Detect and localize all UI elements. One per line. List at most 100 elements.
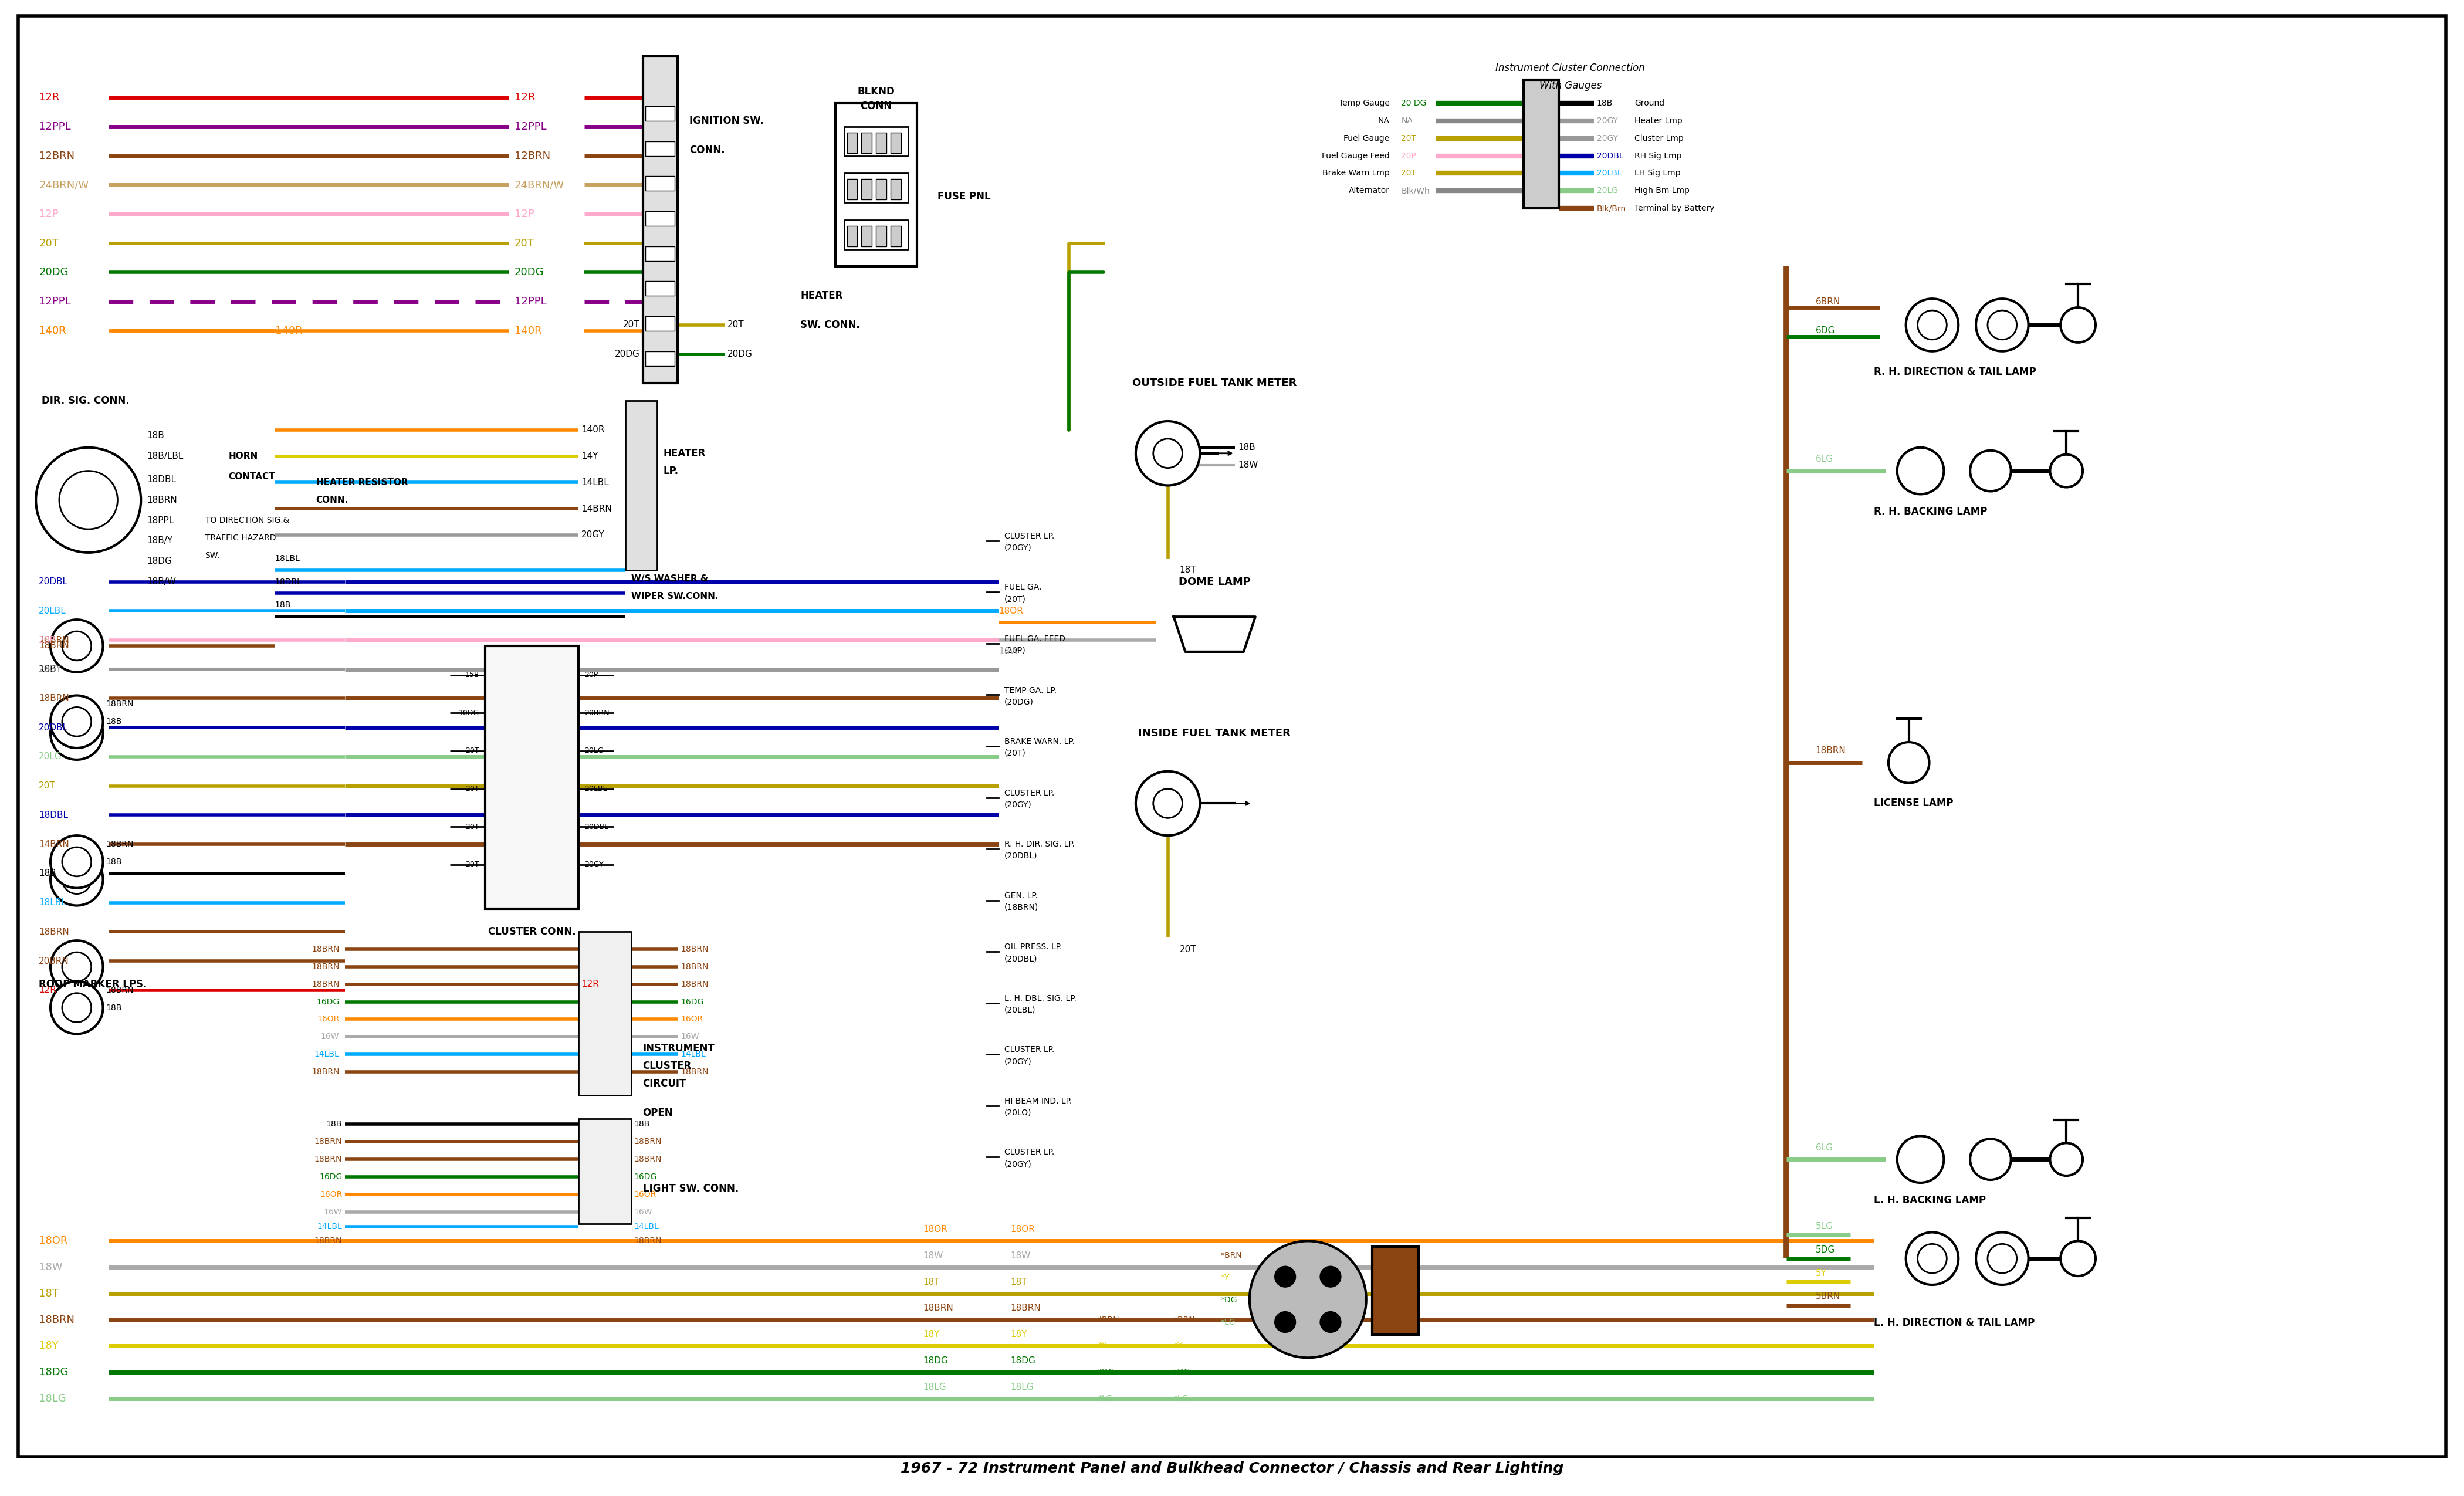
Text: 18BRN: 18BRN [633,1155,663,1164]
Circle shape [2060,1242,2094,1276]
Circle shape [62,865,91,895]
Circle shape [1274,1266,1296,1287]
Text: 20DG: 20DG [614,350,641,359]
Text: 20P: 20P [39,636,57,645]
Text: 20LG: 20LG [584,747,604,754]
Text: High Bm Lmp: High Bm Lmp [1634,187,1690,194]
Text: DIR. SIG. CONN.: DIR. SIG. CONN. [42,395,131,405]
Text: (20DG): (20DG) [1005,697,1035,706]
Text: 20T: 20T [39,238,59,248]
Circle shape [1321,1266,1340,1287]
Circle shape [1274,1312,1296,1333]
Circle shape [49,619,103,672]
Text: 18BRN: 18BRN [1816,747,1846,755]
Text: 5DG: 5DG [1816,1245,1836,1254]
Text: 20DBL: 20DBL [584,823,609,830]
Text: 20LBL: 20LBL [584,785,606,793]
Circle shape [1153,438,1183,468]
Bar [845,174,909,202]
Text: 18DG: 18DG [1010,1357,1035,1364]
Bar [877,226,887,247]
Text: 14BRN: 14BRN [39,839,69,848]
Text: 18LBL: 18LBL [39,898,67,907]
Circle shape [49,941,103,993]
Text: 18B: 18B [633,1121,650,1128]
Circle shape [1917,1245,1947,1273]
Text: 18LG: 18LG [39,1393,67,1403]
Text: 18B: 18B [325,1121,342,1128]
Text: 18W: 18W [39,1263,62,1273]
Bar [626,401,658,570]
Text: *LG: *LG [1220,1318,1234,1327]
Text: 18BRN: 18BRN [39,928,69,936]
Text: 140R: 140R [582,425,604,434]
Text: CONN.: CONN. [315,495,347,504]
Text: 18B: 18B [276,601,291,609]
Text: 18DBL: 18DBL [148,476,175,485]
Text: 16DG: 16DG [680,998,705,1005]
Text: 14LBL: 14LBL [318,1222,342,1231]
Text: TRAFFIC HAZARD: TRAFFIC HAZARD [205,534,276,542]
Text: CONN: CONN [860,100,892,112]
Circle shape [59,471,118,530]
Text: 20LG: 20LG [1597,187,1619,194]
Text: 16OR: 16OR [320,1191,342,1198]
Text: 18BRN: 18BRN [310,963,340,971]
Text: RH Sig Lmp: RH Sig Lmp [1634,151,1683,160]
Text: OPEN: OPEN [643,1107,673,1118]
Text: 15B: 15B [466,672,480,679]
Text: 20DBL: 20DBL [39,723,69,732]
Bar [646,316,675,331]
Text: 20BRN: 20BRN [39,956,69,965]
Text: L. H. BACKING LAMP: L. H. BACKING LAMP [1873,1195,1986,1206]
Text: 14LBL: 14LBL [582,479,609,486]
Circle shape [1971,1138,2011,1180]
Circle shape [49,696,103,748]
Text: 5LG: 5LG [1816,1222,1833,1231]
Text: 10DG: 10DG [458,709,480,717]
Text: (20GY): (20GY) [1005,1159,1032,1168]
Text: *BRN: *BRN [1099,1315,1119,1324]
Bar [1523,79,1560,208]
Circle shape [1321,1312,1340,1333]
Text: 18BRN: 18BRN [633,1138,663,1146]
Text: 18B: 18B [1597,99,1614,108]
Text: 5Y: 5Y [1816,1269,1826,1278]
Bar [485,646,579,908]
Circle shape [1249,1242,1365,1358]
Text: 140R: 140R [515,326,542,337]
Text: 18T: 18T [1010,1278,1027,1287]
Text: 20T: 20T [1402,135,1417,142]
Text: 18BRN: 18BRN [148,495,177,504]
Bar [643,57,678,383]
Text: LIGHT SW. CONN.: LIGHT SW. CONN. [643,1183,739,1194]
Text: BRAKE WARN. LP.: BRAKE WARN. LP. [1005,738,1074,745]
Text: IGNITION SW.: IGNITION SW. [690,115,764,126]
Bar [646,247,675,260]
Text: Ground: Ground [1634,99,1666,108]
Text: 20T: 20T [623,320,641,329]
Text: *Y: *Y [1099,1342,1106,1351]
Text: *LG: *LG [1173,1394,1188,1403]
Text: 18BRN: 18BRN [106,841,133,848]
Text: (20DBL): (20DBL) [1005,954,1037,963]
Text: *Y: *Y [1220,1273,1230,1282]
Circle shape [1136,772,1200,836]
Bar [862,133,872,153]
Text: HI BEAM IND. LP.: HI BEAM IND. LP. [1005,1097,1072,1106]
Text: (18BRN): (18BRN) [1005,904,1040,911]
Text: 24BRN/W: 24BRN/W [515,180,564,190]
Text: 1967 - 72 Instrument Panel and Bulkhead Connector / Chassis and Rear Lighting: 1967 - 72 Instrument Panel and Bulkhead … [899,1462,1565,1475]
Circle shape [62,718,91,748]
Text: 16OR: 16OR [633,1191,655,1198]
Text: L. H. DBL. SIG. LP.: L. H. DBL. SIG. LP. [1005,995,1077,1002]
Text: 18Y: 18Y [1010,1330,1027,1339]
Text: (20P): (20P) [1005,646,1025,655]
Circle shape [49,708,103,760]
Text: 18DBL: 18DBL [39,811,69,820]
Circle shape [49,836,103,889]
Text: 18B: 18B [106,718,121,726]
Text: 16OR: 16OR [680,1016,702,1023]
Text: Brake Warn Lmp: Brake Warn Lmp [1323,169,1390,178]
Circle shape [1907,1233,1959,1285]
